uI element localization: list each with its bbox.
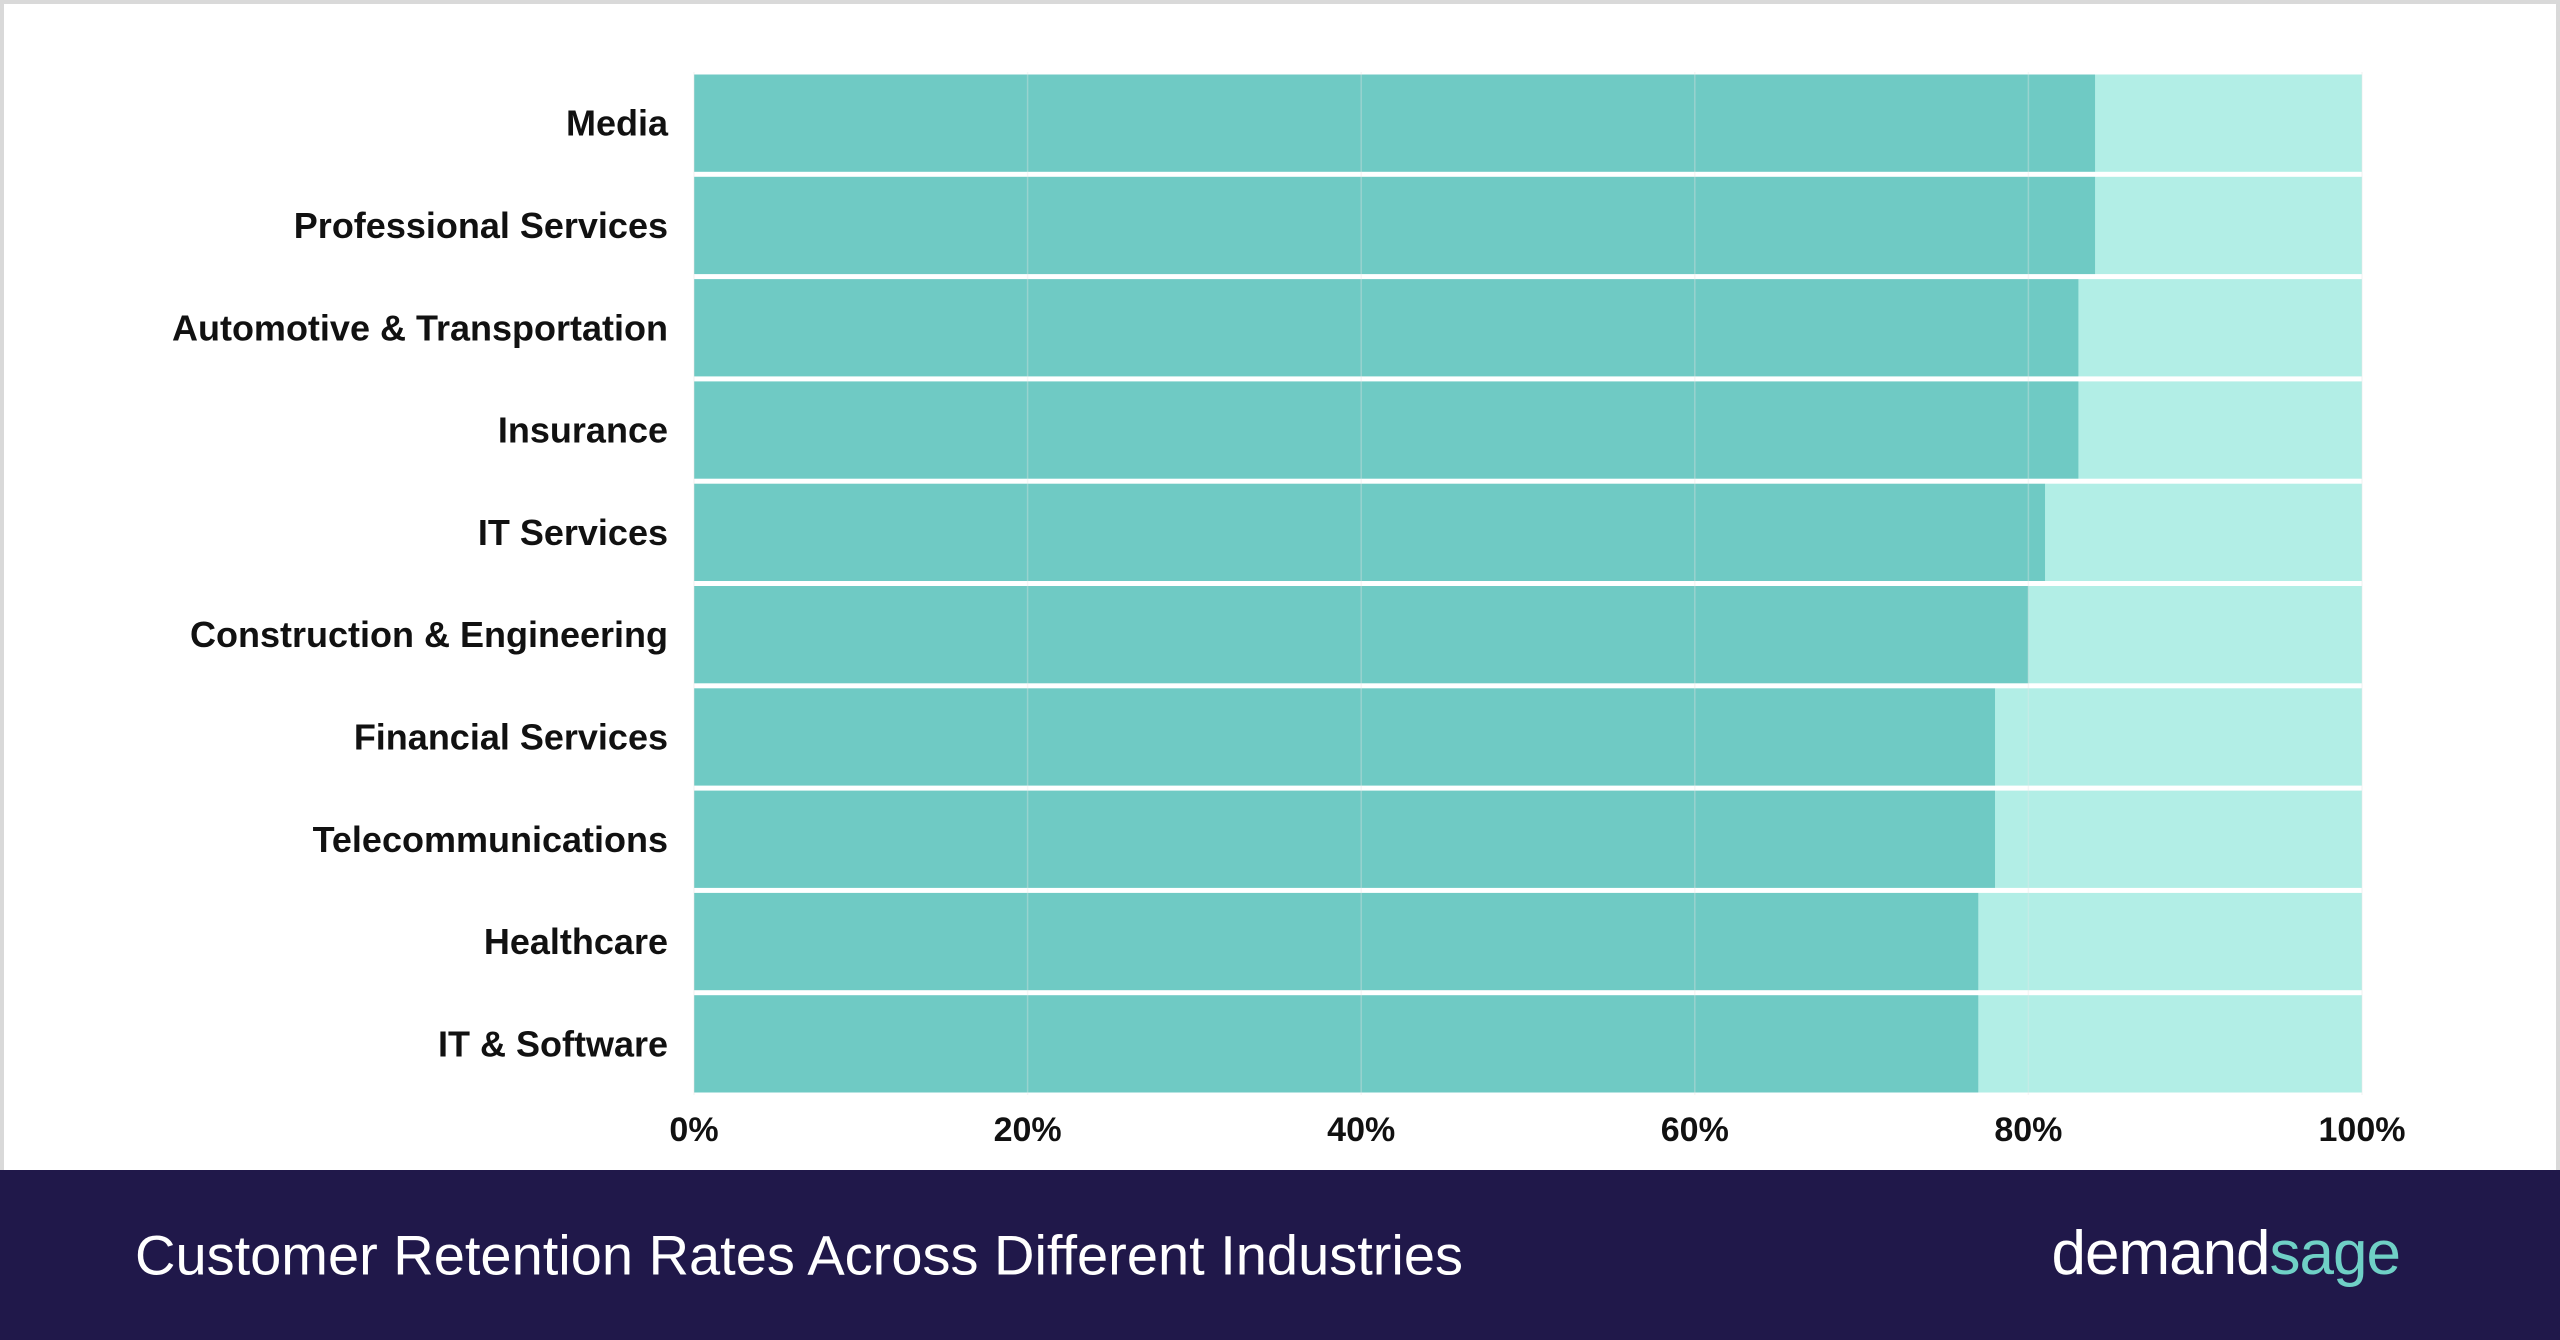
category-label: Insurance: [498, 410, 668, 451]
bar: [694, 483, 2046, 581]
bar: [694, 995, 1979, 1093]
bar-remainder: [1978, 995, 2362, 1093]
category-label: Healthcare: [484, 921, 668, 962]
bar: [694, 790, 1996, 888]
x-tick-label: 80%: [1994, 1111, 2062, 1149]
bar: [694, 279, 2079, 377]
bar-remainder: [1978, 892, 2362, 991]
x-tick-label: 100%: [2319, 1111, 2406, 1149]
bar-remainder: [2078, 279, 2362, 377]
x-tick-label: 60%: [1661, 1111, 1729, 1149]
bar-remainder: [2095, 74, 2362, 172]
bar: [694, 892, 1979, 991]
bar: [694, 74, 2096, 172]
category-label: Telecommunications: [313, 819, 668, 860]
x-tick-label: 40%: [1327, 1111, 1395, 1149]
bar: [694, 688, 1996, 786]
category-label: Professional Services: [294, 205, 668, 246]
brand-logo: demandsage: [2051, 1218, 2401, 1289]
category-label: IT & Software: [438, 1023, 668, 1064]
chart-title: Customer Retention Rates Across Differen…: [135, 1223, 1464, 1287]
bar-remainder: [2078, 381, 2362, 479]
bar-remainder: [1995, 790, 2362, 888]
bar: [694, 381, 2079, 479]
category-label: IT Services: [478, 512, 668, 553]
category-label: Automotive & Transportation: [172, 307, 668, 348]
x-tick-label: 0%: [669, 1111, 718, 1149]
bar-remainder: [2028, 586, 2362, 684]
bar-chart: Media Professional Services Automotive & T…: [171, 74, 2406, 1149]
bar-remainder: [1995, 688, 2362, 786]
bar-remainder: [2095, 176, 2362, 275]
bar: [694, 176, 2096, 275]
x-tick-label: 20%: [994, 1111, 1062, 1149]
bar: [694, 586, 2029, 684]
category-label: Financial Services: [354, 716, 668, 757]
bar-remainder: [2045, 483, 2362, 581]
brand-logo-part-2: sage: [2269, 1219, 2401, 1289]
category-label: Media: [566, 103, 669, 144]
category-label: Construction & Engineering: [190, 614, 668, 655]
footer-banner: Customer Retention Rates Across Differen…: [0, 1170, 2560, 1340]
brand-logo-part-1: demand: [2051, 1219, 2270, 1289]
